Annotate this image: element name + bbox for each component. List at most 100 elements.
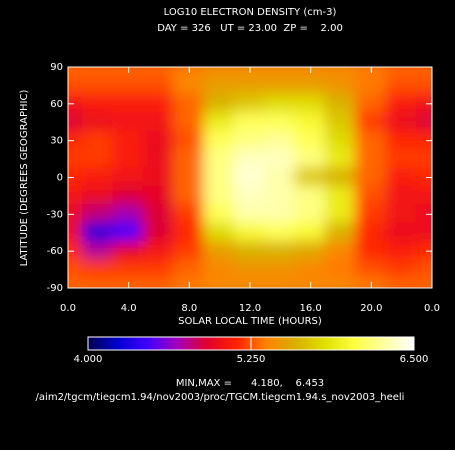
cell: [68, 185, 85, 207]
cell: [385, 185, 418, 207]
cell: [324, 93, 358, 115]
cell: [82, 112, 115, 133]
cell: [324, 130, 358, 151]
cell: [264, 185, 297, 207]
cell: [233, 75, 267, 96]
y-axis-label: LATITUDE (DEGREES GEOGRAPHIC): [19, 90, 30, 267]
cell: [355, 75, 388, 96]
cell: [142, 222, 176, 243]
cell: [233, 185, 267, 207]
cell: [385, 93, 418, 115]
cell: [233, 130, 267, 151]
cell: [82, 93, 115, 115]
cell: [142, 185, 176, 207]
y-tick-label: -60: [47, 246, 63, 257]
cell: [264, 130, 297, 151]
cell: [385, 167, 418, 188]
x-tick-label: 12.0: [239, 303, 261, 314]
cell: [68, 277, 85, 288]
cell: [385, 240, 418, 262]
cell: [415, 130, 432, 151]
minmax-label: MIN,MAX = 4.180, 6.453: [176, 378, 324, 389]
cell: [82, 222, 115, 243]
cell: [355, 148, 388, 170]
cell: [68, 67, 85, 78]
cell: [324, 148, 358, 170]
x-tick-label: 0.0: [60, 303, 76, 314]
cell: [112, 240, 145, 262]
cell: [112, 185, 145, 207]
cell: [385, 130, 418, 151]
cell: [68, 167, 85, 188]
cell: [264, 112, 297, 133]
cell: [68, 93, 85, 115]
x-tick-label: 8.0: [181, 303, 197, 314]
cell: [264, 240, 297, 262]
x-tick-label: 4.0: [121, 303, 137, 314]
cell: [415, 75, 432, 96]
cell: [203, 167, 236, 188]
cell: [112, 148, 145, 170]
cell: [68, 112, 85, 133]
cell: [294, 259, 327, 280]
cell: [355, 93, 388, 115]
cell: [233, 167, 267, 188]
cell: [142, 67, 176, 78]
cell: [294, 75, 327, 96]
cell: [233, 259, 267, 280]
cell: [324, 277, 358, 288]
cell: [82, 130, 115, 151]
y-tick-label: 60: [50, 99, 63, 110]
cell: [264, 75, 297, 96]
cell: [112, 75, 145, 96]
cell: [203, 75, 236, 96]
cell: [385, 222, 418, 243]
cell: [264, 204, 297, 225]
cell: [294, 112, 327, 133]
cell: [142, 259, 176, 280]
cell: [142, 75, 176, 96]
cell: [112, 112, 145, 133]
cell: [203, 259, 236, 280]
cell: [264, 259, 297, 280]
cell: [112, 222, 145, 243]
x-tick-label: 20.0: [360, 303, 382, 314]
cell: [294, 204, 327, 225]
cell: [173, 185, 206, 207]
cell: [385, 259, 418, 280]
cell: [142, 130, 176, 151]
cell: [203, 204, 236, 225]
colorbar-tick-label: 4.000: [74, 354, 103, 365]
cell: [415, 185, 432, 207]
cell: [415, 148, 432, 170]
cell: [142, 204, 176, 225]
cell: [203, 277, 236, 288]
cell: [68, 130, 85, 151]
cell: [415, 93, 432, 115]
y-tick-label: -90: [47, 283, 63, 294]
cell: [142, 148, 176, 170]
cell: [294, 240, 327, 262]
y-tick-label: -30: [47, 209, 63, 220]
chart-subtitle: DAY = 326 UT = 23.00 ZP = 2.00: [157, 23, 343, 34]
cell: [68, 75, 85, 96]
cell: [233, 112, 267, 133]
cell: [173, 167, 206, 188]
cell: [82, 277, 115, 288]
cell: [203, 67, 236, 78]
y-tick-label: 0: [57, 173, 63, 184]
cell: [112, 93, 145, 115]
cell: [294, 148, 327, 170]
cell: [355, 240, 388, 262]
cell: [233, 93, 267, 115]
cell: [112, 130, 145, 151]
cells: [68, 67, 432, 288]
cell: [415, 67, 432, 78]
cell: [82, 148, 115, 170]
x-axis-label: SOLAR LOCAL TIME (HOURS): [178, 316, 322, 327]
cell: [385, 148, 418, 170]
cell: [173, 259, 206, 280]
cell: [355, 167, 388, 188]
